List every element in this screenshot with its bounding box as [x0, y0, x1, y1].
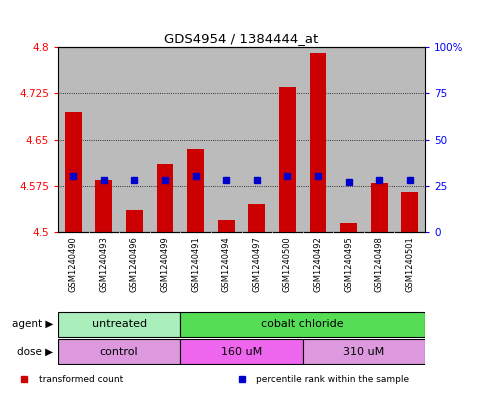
Bar: [310, 53, 327, 232]
Text: GSM1240493: GSM1240493: [99, 236, 108, 292]
Text: GSM1240497: GSM1240497: [252, 236, 261, 292]
Text: percentile rank within the sample: percentile rank within the sample: [256, 375, 409, 384]
Text: 310 uM: 310 uM: [343, 347, 384, 357]
Bar: [340, 223, 357, 232]
Bar: [371, 183, 387, 232]
Bar: [119, 47, 150, 232]
Text: GSM1240496: GSM1240496: [130, 236, 139, 292]
Bar: [58, 339, 180, 364]
Bar: [180, 312, 425, 336]
Text: GSM1240499: GSM1240499: [160, 236, 170, 292]
Bar: [96, 180, 112, 232]
Text: GSM1240501: GSM1240501: [405, 236, 414, 292]
Bar: [58, 47, 88, 232]
Bar: [364, 47, 395, 232]
Bar: [156, 164, 173, 232]
Bar: [187, 149, 204, 232]
Text: untreated: untreated: [92, 319, 147, 329]
Bar: [218, 220, 235, 232]
Bar: [279, 87, 296, 232]
Text: GSM1240495: GSM1240495: [344, 236, 353, 292]
Bar: [211, 47, 242, 232]
Text: GSM1240492: GSM1240492: [313, 236, 323, 292]
Text: transformed count: transformed count: [39, 375, 123, 384]
Bar: [303, 339, 425, 364]
Bar: [150, 47, 180, 232]
Title: GDS4954 / 1384444_at: GDS4954 / 1384444_at: [164, 31, 319, 44]
Bar: [88, 47, 119, 232]
Bar: [242, 47, 272, 232]
Bar: [65, 112, 82, 232]
Text: GSM1240494: GSM1240494: [222, 236, 231, 292]
Text: agent ▶: agent ▶: [12, 319, 53, 329]
Text: GSM1240498: GSM1240498: [375, 236, 384, 292]
Bar: [126, 210, 143, 232]
Bar: [303, 47, 333, 232]
Text: cobalt chloride: cobalt chloride: [261, 319, 344, 329]
Bar: [248, 204, 265, 232]
Bar: [58, 312, 180, 336]
Text: control: control: [100, 347, 139, 357]
Bar: [180, 47, 211, 232]
Bar: [272, 47, 303, 232]
Bar: [401, 192, 418, 232]
Bar: [395, 47, 425, 232]
Text: GSM1240500: GSM1240500: [283, 236, 292, 292]
Bar: [180, 339, 303, 364]
Text: GSM1240491: GSM1240491: [191, 236, 200, 292]
Text: 160 uM: 160 uM: [221, 347, 262, 357]
Text: GSM1240490: GSM1240490: [69, 236, 78, 292]
Text: dose ▶: dose ▶: [17, 347, 53, 357]
Bar: [333, 47, 364, 232]
